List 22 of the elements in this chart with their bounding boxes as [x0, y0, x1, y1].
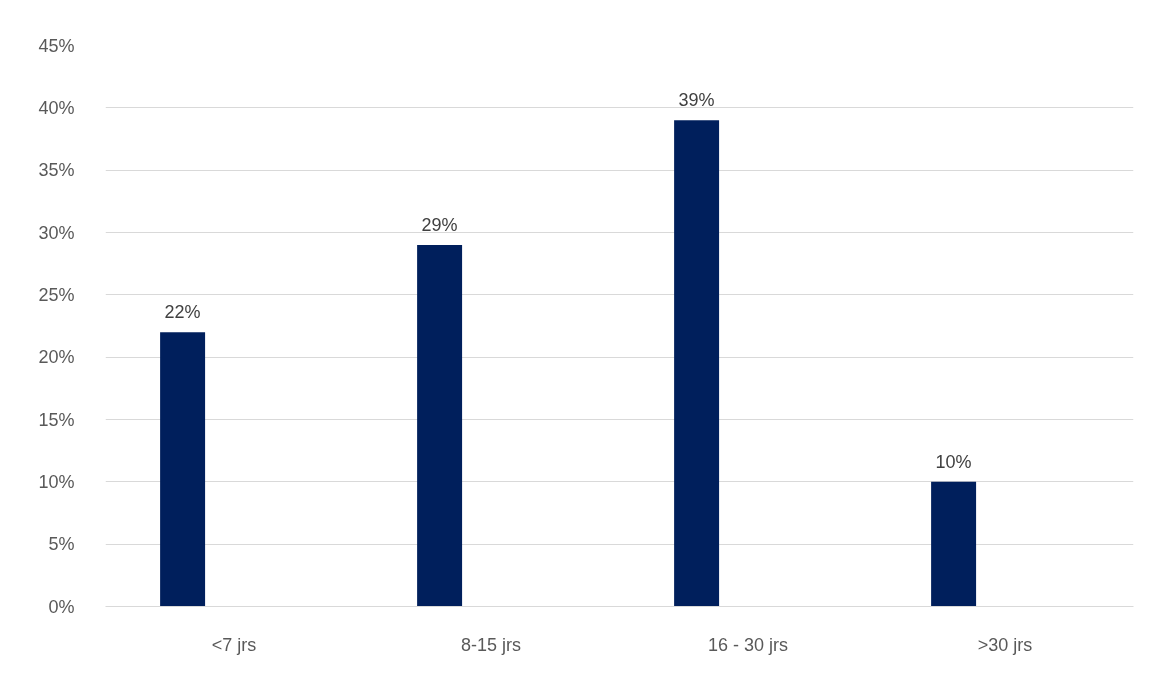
y-tick-label: 5% — [48, 534, 75, 555]
y-tick-label: 45% — [38, 35, 75, 56]
x-tick-label: 8-15 jrs — [460, 634, 522, 655]
data-label: 22% — [164, 302, 201, 323]
y-tick-label: 0% — [48, 596, 75, 617]
bar — [417, 244, 463, 607]
data-label: 10% — [935, 451, 972, 472]
bar — [160, 332, 206, 607]
y-tick-label: 40% — [38, 97, 75, 118]
y-tick-label: 20% — [38, 347, 75, 368]
y-tick-label: 35% — [38, 160, 75, 181]
bar — [674, 120, 720, 607]
x-tick-label: >30 jrs — [977, 634, 1033, 655]
bar — [931, 481, 977, 607]
x-tick-label: 16 - 30 jrs — [707, 634, 789, 655]
y-tick-label: 30% — [38, 222, 75, 243]
y-tick-label: 25% — [38, 284, 75, 305]
x-tick-label: <7 jrs — [211, 634, 257, 655]
y-tick-label: 10% — [38, 471, 75, 492]
y-tick-label: 15% — [38, 409, 75, 430]
data-label: 29% — [421, 214, 458, 235]
data-label: 39% — [678, 90, 715, 111]
